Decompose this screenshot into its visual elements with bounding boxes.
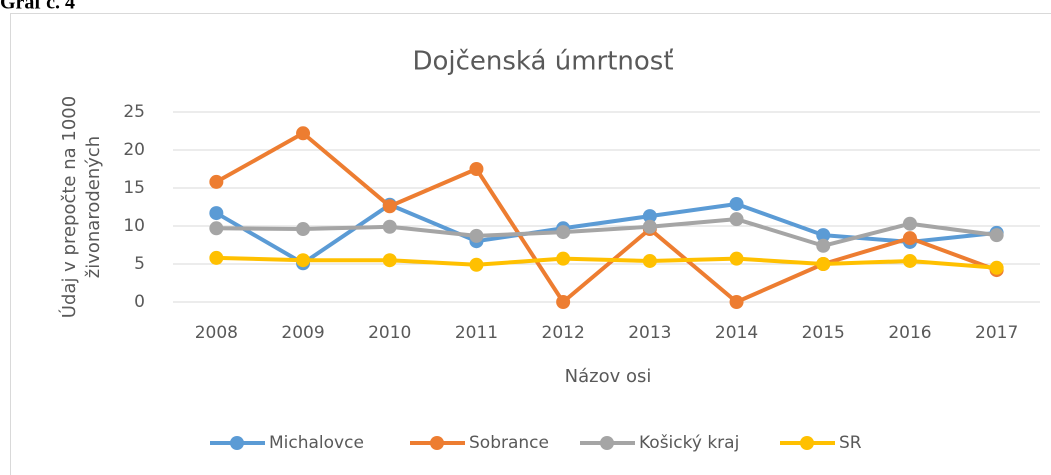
- marker: [469, 257, 484, 272]
- marker: [642, 219, 657, 234]
- marker: [209, 206, 224, 221]
- marker: [209, 250, 224, 265]
- legend-label: Košický kraj: [639, 433, 739, 453]
- y-tick-label: 10: [123, 216, 145, 236]
- x-tick-label: 2010: [368, 323, 411, 343]
- legend-marker: [430, 436, 444, 450]
- legend-label: SR: [839, 433, 862, 453]
- marker: [729, 251, 744, 266]
- marker: [209, 174, 224, 189]
- marker: [556, 295, 571, 309]
- chart-border: [10, 13, 1051, 475]
- x-tick-label: 2012: [542, 323, 585, 343]
- marker: [469, 162, 484, 176]
- y-tick-label: 5: [134, 254, 145, 274]
- marker: [382, 199, 397, 214]
- y-axis-label: živonarodených: [83, 136, 104, 278]
- y-axis-label: Údaj v prepočte na 1000: [58, 96, 80, 318]
- y-tick-label: 25: [123, 102, 145, 122]
- marker: [642, 253, 657, 268]
- x-tick-label: 2016: [888, 323, 931, 343]
- chart-title: Dojčenská úmrtnosť: [412, 47, 673, 77]
- marker: [989, 228, 1004, 243]
- marker: [209, 221, 224, 236]
- marker: [816, 238, 831, 253]
- marker: [902, 231, 917, 246]
- marker: [816, 228, 831, 243]
- legend-label: Michalovce: [269, 433, 364, 453]
- legend-marker: [600, 436, 614, 450]
- marker: [729, 295, 744, 309]
- y-tick-label: 20: [123, 140, 145, 160]
- marker: [902, 216, 917, 231]
- marker: [382, 253, 397, 268]
- x-tick-label: 2011: [455, 323, 498, 343]
- marker: [729, 212, 744, 227]
- x-tick-label: 2013: [628, 323, 671, 343]
- legend-marker: [230, 436, 244, 450]
- marker: [816, 257, 831, 271]
- x-tick-label: 2009: [281, 323, 324, 343]
- y-tick-label: 0: [134, 292, 145, 312]
- marker: [729, 196, 744, 211]
- legend-marker: [800, 436, 814, 450]
- x-axis-label: Názov osi: [565, 366, 652, 387]
- marker: [642, 209, 657, 224]
- x-tick-label: 2017: [975, 323, 1018, 343]
- marker: [296, 222, 311, 237]
- marker: [296, 126, 311, 141]
- y-tick-label: 15: [123, 178, 145, 198]
- x-tick-label: 2008: [195, 323, 238, 343]
- marker: [556, 251, 571, 266]
- series-line: [216, 255, 997, 270]
- series-line: [215, 131, 998, 304]
- marker: [902, 253, 917, 268]
- marker: [989, 260, 1004, 275]
- series-line: [215, 201, 997, 266]
- series-line: [216, 217, 997, 248]
- marker: [296, 253, 311, 268]
- x-tick-label: 2014: [715, 323, 758, 343]
- x-tick-label: 2015: [802, 323, 845, 343]
- marker: [382, 219, 397, 234]
- marker: [469, 228, 484, 243]
- legend-label: Sobrance: [469, 433, 549, 453]
- figure-label: Graf č. 4: [0, 0, 75, 14]
- marker: [556, 225, 571, 240]
